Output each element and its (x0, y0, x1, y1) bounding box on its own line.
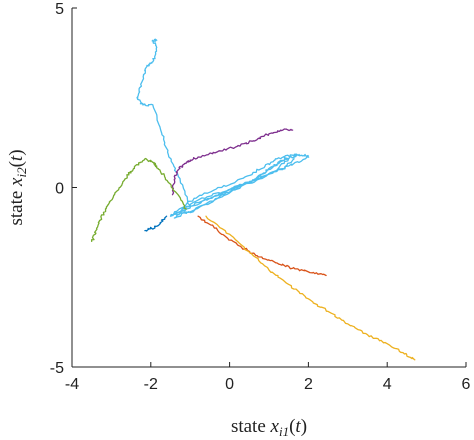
series-line-2 (169, 153, 310, 219)
series-line-5 (90, 157, 187, 243)
series-line-7 (205, 215, 416, 361)
y-axis-label: state xi2(t) (6, 149, 29, 225)
y-tick-label: -5 (50, 360, 64, 377)
x-tick-label: -4 (65, 376, 79, 393)
series-line-1 (136, 38, 191, 207)
x-tick-label: 2 (304, 376, 313, 393)
x-tick-label: -2 (144, 376, 158, 393)
y-tick-label: 0 (55, 181, 64, 198)
y-ticks: 5 0 -5 (50, 1, 77, 377)
x-axis-label: state xi1(t) (231, 416, 307, 439)
y-tick-label: 5 (55, 1, 64, 18)
x-tick-label: 4 (383, 376, 392, 393)
series-line-3 (144, 215, 168, 232)
x-tick-label: 6 (462, 376, 471, 393)
series-line-4 (171, 128, 294, 196)
axes: -4 -2 0 2 4 6 5 0 -5 (50, 1, 471, 393)
series-line-6 (197, 215, 327, 277)
x-tick-label: 0 (225, 376, 234, 393)
series-layer (90, 38, 416, 361)
x-ticks: -4 -2 0 2 4 6 (65, 362, 471, 393)
